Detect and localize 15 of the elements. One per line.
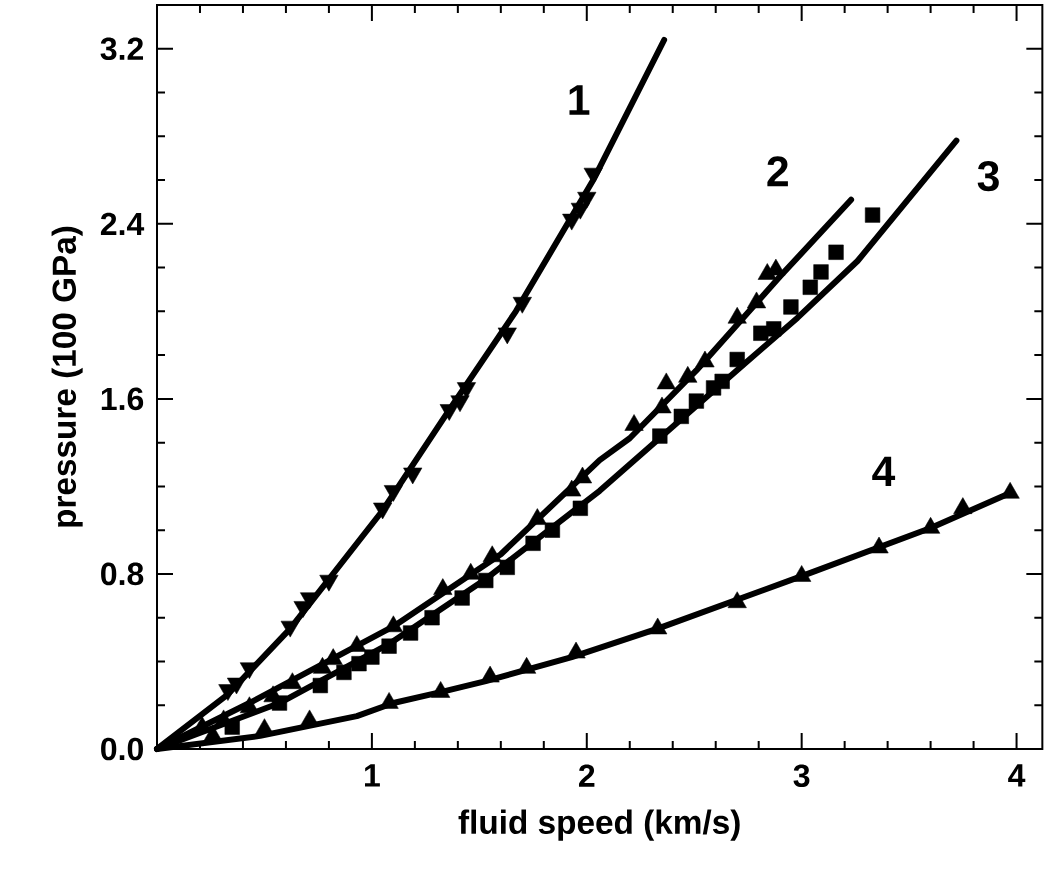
x-axis-title: fluid speed (km/s) [458,809,740,841]
x-tick-label: 1 [365,764,380,787]
legend-label: 3 [977,160,999,192]
y-tick-label: 2.4 [100,212,145,235]
series-label: 2 [767,156,788,187]
y-tick-label: 1.6 [101,387,144,411]
series-label: 4 [872,456,896,487]
y-tick-label: 0.0 [101,737,143,761]
x-tick-label: 2 [578,764,595,787]
series-label: 1 [569,85,590,115]
y-tick-label: 3.2 [100,37,144,61]
y-tick-label: 0.8 [101,562,144,586]
y-axis-title: pressure (100 GPa) [51,226,83,527]
x-tick-label: 3 [793,764,810,788]
x-tick-label: 4 [1008,764,1026,787]
